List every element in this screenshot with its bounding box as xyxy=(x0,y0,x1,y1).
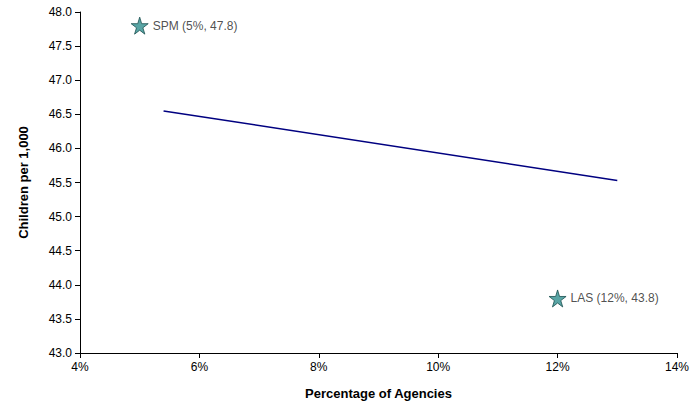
svg-text:44.0: 44.0 xyxy=(49,278,73,292)
svg-text:45.5: 45.5 xyxy=(49,176,73,190)
svg-text:44.5: 44.5 xyxy=(49,244,73,258)
svg-text:8%: 8% xyxy=(310,360,328,374)
svg-text:SPM (5%, 47.8): SPM (5%, 47.8) xyxy=(153,19,238,33)
svg-text:43.0: 43.0 xyxy=(49,346,73,360)
svg-text:46.5: 46.5 xyxy=(49,107,73,121)
svg-text:6%: 6% xyxy=(191,360,209,374)
svg-text:14%: 14% xyxy=(665,360,689,374)
svg-text:43.5: 43.5 xyxy=(49,312,73,326)
svg-text:47.0: 47.0 xyxy=(49,73,73,87)
svg-text:Children per 1,000: Children per 1,000 xyxy=(16,126,31,239)
svg-text:10%: 10% xyxy=(426,360,450,374)
svg-text:45.0: 45.0 xyxy=(49,210,73,224)
svg-text:46.0: 46.0 xyxy=(49,141,73,155)
svg-text:48.0: 48.0 xyxy=(49,5,73,19)
svg-text:4%: 4% xyxy=(71,360,89,374)
svg-text:LAS (12%, 43.8): LAS (12%, 43.8) xyxy=(571,291,659,305)
svg-text:47.5: 47.5 xyxy=(49,39,73,53)
svg-text:12%: 12% xyxy=(546,360,570,374)
svg-text:Percentage of Agencies: Percentage of Agencies xyxy=(305,386,452,401)
